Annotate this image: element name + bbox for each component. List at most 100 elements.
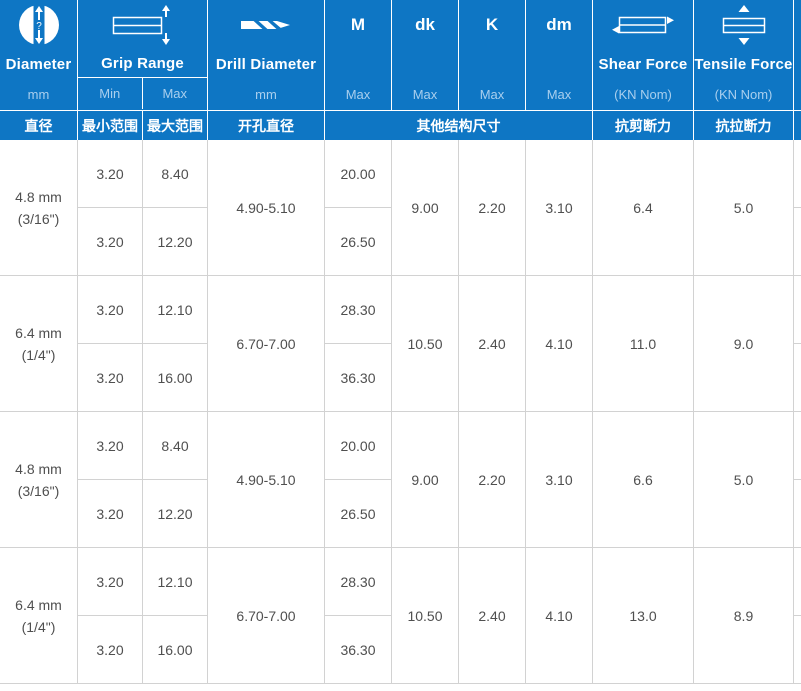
grip-max-cell: 12.20 [143, 480, 208, 547]
dm-label: dm [546, 15, 572, 34]
m-cell: 20.00 [325, 140, 392, 208]
drill-diameter-cell: 6.70-7.00 [208, 548, 325, 683]
dm-cell: 3.10 [526, 412, 593, 547]
grip-min-label: Min [78, 78, 143, 109]
m-cell: 28.30 [325, 548, 392, 616]
shear-force-cell: 6.6 [593, 412, 694, 547]
grip-max-cell: 8.40 [143, 412, 208, 479]
m-cell: 20.00 [325, 412, 392, 480]
grip-max-label: Max [162, 86, 188, 101]
cutoff-cells [794, 548, 801, 683]
tensile-cn-label: 抗拉断力 [694, 111, 794, 140]
dm-cell: 3.10 [526, 140, 593, 275]
grip-range-cells: 3.20 8.40 3.20 12.20 [78, 140, 208, 275]
tensile-force-cell: 8.9 [694, 548, 794, 683]
drill-bit-icon [208, 0, 324, 50]
cutoff-cn-cell [794, 111, 801, 140]
diameter-inch: (3/16") [17, 482, 60, 499]
dk-cell: 10.50 [392, 276, 459, 411]
k-cell: 2.40 [459, 276, 526, 411]
diameter-cell: 6.4 mm (1/4") [0, 548, 78, 683]
k-cell: 2.40 [459, 548, 526, 683]
table-row-group: 6.4 mm (1/4") 3.20 12.10 3.20 16.00 6.70… [0, 548, 801, 684]
diameter-size: 6.4 mm [15, 596, 62, 613]
drill-diameter-cell: 4.90-5.10 [208, 412, 325, 547]
col-grip-range-header: Grip Range Min Max [78, 0, 208, 110]
dm-cell: 4.10 [526, 548, 593, 683]
grip-min-cell: 3.20 [78, 412, 143, 479]
col-diameter-header: ? Diameter mm [0, 0, 78, 110]
tensile-force-cell: 5.0 [694, 140, 794, 275]
other-dims-cn-label: 其他结构尺寸 [325, 111, 593, 140]
grip-min-cell: 3.20 [78, 480, 143, 547]
shear-force-cell: 6.4 [593, 140, 694, 275]
k-sub-label: Max [479, 86, 505, 102]
shear-cn-label: 抗剪断力 [593, 111, 694, 140]
grip-min-cn-label: 最小范围 [78, 111, 143, 140]
col-tensile-force-header: Tensile Force (KN Nom) [694, 0, 794, 110]
drill-diameter-unit: mm [255, 86, 277, 102]
shear-force-icon [593, 0, 693, 50]
dk-cell: 9.00 [392, 140, 459, 275]
col-shear-force-header: Shear Force (KN Nom) [593, 0, 694, 110]
diameter-icon: ? [0, 0, 77, 50]
cutoff-cells [794, 412, 801, 547]
m-cell: 36.30 [325, 616, 392, 683]
m-cells: 28.30 36.30 [325, 276, 392, 411]
diameter-cn-label: 直径 [0, 111, 78, 140]
diameter-inch: (3/16") [17, 210, 60, 227]
m-cell: 36.30 [325, 344, 392, 411]
k-label: K [485, 15, 499, 34]
grip-min-cell: 3.20 [78, 276, 143, 343]
cutoff-cells [794, 140, 801, 275]
diameter-cell: 4.8 mm (3/16") [0, 412, 78, 547]
shear-force-cell: 13.0 [593, 548, 694, 683]
header-main-row: ? Diameter mm [0, 0, 801, 110]
dk-sub-label: Max [412, 86, 438, 102]
tensile-force-cell: 9.0 [694, 276, 794, 411]
diameter-cell: 6.4 mm (1/4") [0, 276, 78, 411]
table-row-group: 6.4 mm (1/4") 3.20 12.10 3.20 16.00 6.70… [0, 276, 801, 412]
grip-min-cell: 3.20 [78, 344, 143, 411]
table-row-group: 4.8 mm (3/16") 3.20 8.40 3.20 12.20 4.90… [0, 140, 801, 276]
table-header: ? Diameter mm [0, 0, 801, 140]
tensile-force-label: Tensile Force [694, 55, 793, 73]
grip-range-cells: 3.20 12.10 3.20 16.00 [78, 276, 208, 411]
diameter-inch: (1/4") [21, 618, 56, 635]
col-m-header: M Max [325, 0, 392, 110]
k-cell: 2.20 [459, 412, 526, 547]
grip-range-cells: 3.20 12.10 3.20 16.00 [78, 548, 208, 683]
drill-diameter-label: Drill Diameter [215, 55, 317, 73]
diameter-label: Diameter [5, 55, 72, 73]
diameter-size: 6.4 mm [15, 324, 62, 341]
m-cell: 26.50 [325, 480, 392, 547]
col-k-header: K Max [459, 0, 526, 110]
diameter-inch: (1/4") [21, 346, 56, 363]
grip-min-cell: 3.20 [78, 208, 143, 275]
grip-max-cell: 12.10 [143, 548, 208, 615]
m-cells: 20.00 26.50 [325, 412, 392, 547]
col-dk-header: dk Max [392, 0, 459, 110]
dm-sub-label: Max [546, 86, 572, 102]
m-label: M [350, 15, 366, 34]
m-cell: 28.30 [325, 276, 392, 344]
diameter-size: 4.8 mm [15, 460, 62, 477]
m-sub-label: Max [345, 86, 371, 102]
shear-force-cell: 11.0 [593, 276, 694, 411]
dk-label: dk [415, 15, 435, 34]
grip-max-cell: 16.00 [143, 616, 208, 683]
diameter-unit: mm [27, 86, 50, 102]
header-chinese-row: 直径 最小范围 最大范围 开孔直径 其他结构尺寸 抗剪断力 抗拉断力 [0, 110, 801, 140]
grip-min-cell: 3.20 [78, 616, 143, 683]
tensile-force-unit: (KN Nom) [714, 86, 773, 102]
grip-range-label: Grip Range [101, 54, 184, 72]
tensile-force-cell: 5.0 [694, 412, 794, 547]
grip-min-cell: 3.20 [78, 548, 143, 615]
table-row-group: 4.8 mm (3/16") 3.20 8.40 3.20 12.20 4.90… [0, 412, 801, 548]
table-body: 4.8 mm (3/16") 3.20 8.40 3.20 12.20 4.90… [0, 140, 801, 684]
svg-text:?: ? [36, 21, 42, 32]
grip-range-icon [78, 0, 207, 49]
grip-max-cell: 16.00 [143, 344, 208, 411]
grip-range-cells: 3.20 8.40 3.20 12.20 [78, 412, 208, 547]
